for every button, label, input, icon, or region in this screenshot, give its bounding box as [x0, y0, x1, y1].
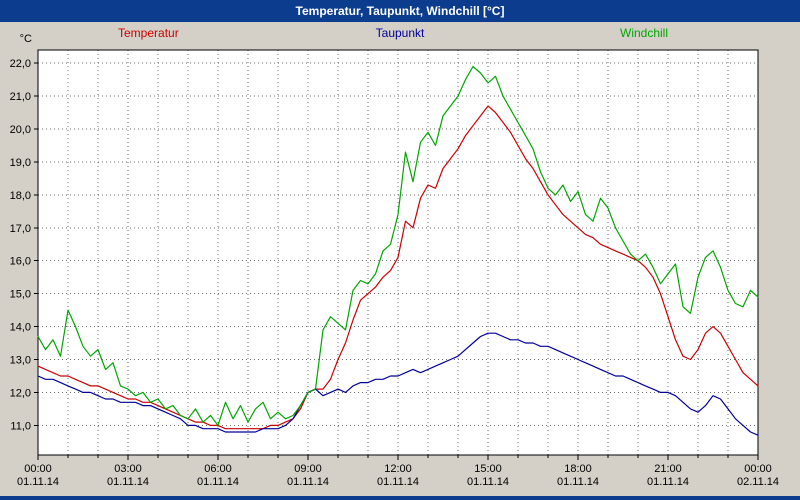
svg-text:01.11.14: 01.11.14	[557, 476, 599, 488]
legend-windchill: Windchill	[620, 26, 669, 40]
svg-text:18:00: 18:00	[564, 463, 592, 475]
svg-text:19,0: 19,0	[10, 157, 31, 169]
svg-text:00:00: 00:00	[24, 463, 52, 475]
svg-text:13,0: 13,0	[10, 355, 31, 367]
svg-text:06:00: 06:00	[204, 463, 232, 475]
legend-taupunkt: Taupunkt	[375, 26, 425, 40]
svg-text:11,0: 11,0	[10, 420, 31, 432]
svg-text:01.11.14: 01.11.14	[377, 476, 419, 488]
svg-text:02.11.14: 02.11.14	[737, 476, 779, 488]
svg-text:22,0: 22,0	[10, 58, 31, 70]
svg-text:°C: °C	[20, 33, 32, 45]
svg-text:01.11.14: 01.11.14	[17, 476, 59, 488]
svg-text:00:00: 00:00	[744, 463, 772, 475]
svg-text:01.11.14: 01.11.14	[197, 476, 239, 488]
svg-text:01.11.14: 01.11.14	[467, 476, 509, 488]
svg-text:21,0: 21,0	[10, 91, 31, 103]
svg-text:15,0: 15,0	[10, 289, 31, 301]
svg-text:12,0: 12,0	[10, 387, 31, 399]
svg-text:14,0: 14,0	[10, 322, 31, 334]
svg-text:03:00: 03:00	[114, 463, 142, 475]
svg-text:01.11.14: 01.11.14	[287, 476, 329, 488]
svg-text:15:00: 15:00	[474, 463, 502, 475]
svg-text:17,0: 17,0	[10, 223, 31, 235]
svg-text:12:00: 12:00	[384, 463, 412, 475]
svg-text:16,0: 16,0	[10, 256, 31, 268]
svg-text:20,0: 20,0	[10, 124, 31, 136]
svg-text:09:00: 09:00	[294, 463, 322, 475]
legend-temperatur: Temperatur	[118, 26, 179, 40]
svg-text:18,0: 18,0	[10, 190, 31, 202]
svg-text:01.11.14: 01.11.14	[107, 476, 149, 488]
bottom-border	[0, 496, 800, 500]
svg-text:01.11.14: 01.11.14	[647, 476, 689, 488]
svg-text:21:00: 21:00	[654, 463, 682, 475]
window-title: Temperatur, Taupunkt, Windchill [°C]	[0, 0, 800, 22]
